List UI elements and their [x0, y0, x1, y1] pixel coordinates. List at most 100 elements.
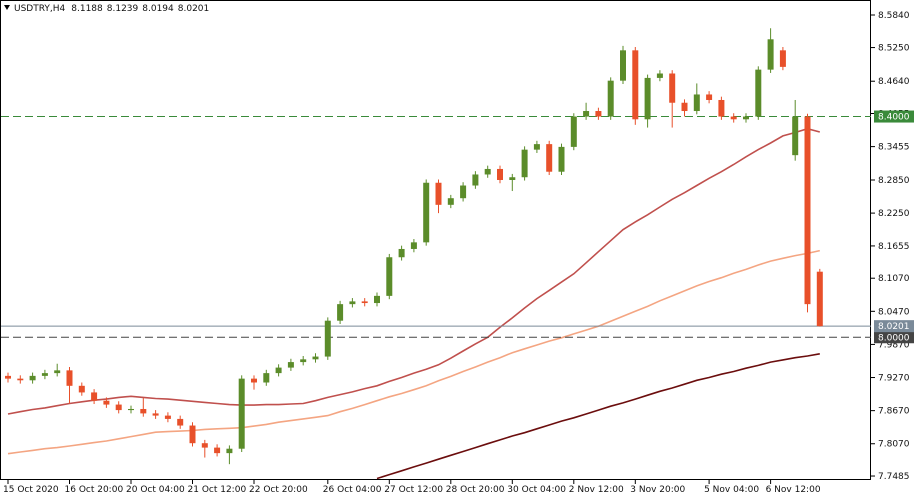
y-tick-label: 8.0470 — [878, 307, 910, 317]
candle-body — [484, 168, 491, 175]
candle-body — [398, 248, 405, 258]
candle-body — [238, 378, 245, 449]
candle-body — [189, 425, 196, 444]
candle-body — [779, 50, 786, 67]
candle-body — [706, 94, 713, 100]
candle-body — [66, 370, 73, 386]
candle-body — [669, 73, 676, 103]
candle-body — [804, 116, 811, 305]
high: 8.1239 — [107, 4, 139, 14]
y-tick-label: 8.3455 — [878, 143, 910, 153]
header: USDTRY,H4 8.1188 8.1239 8.0194 8.0201 — [14, 4, 209, 14]
candle-body — [374, 295, 380, 304]
candle-body — [337, 304, 344, 321]
candle-body — [472, 174, 479, 186]
candle-body — [533, 144, 540, 150]
price-label: 8.0201 — [878, 322, 910, 332]
candle-body — [361, 301, 368, 304]
y-tick-label: 8.5840 — [878, 11, 910, 21]
candle-body — [521, 149, 528, 178]
x-tick-label: 26 Oct 04:00 — [323, 485, 382, 495]
y-tick-label: 8.1655 — [878, 242, 910, 252]
candle-body — [595, 111, 602, 117]
candle-body — [792, 116, 799, 156]
y-tick-label: 7.8070 — [878, 440, 910, 450]
y-tick-label: 7.9270 — [878, 374, 910, 384]
x-tick-label: 6 Nov 12:00 — [766, 485, 821, 495]
x-tick-label: 20 Oct 04:00 — [126, 485, 185, 495]
x-tick-label: 5 Nov 04:00 — [704, 485, 759, 495]
candle-body — [570, 116, 577, 147]
candle-body — [693, 94, 700, 112]
x-tick-label: 2 Nov 12:00 — [569, 485, 624, 495]
candle-body — [730, 116, 737, 120]
close: 8.0201 — [178, 4, 210, 14]
candle-body — [620, 50, 626, 81]
level-tag — [874, 331, 914, 344]
x-tick-label: 28 Oct 20:00 — [446, 485, 505, 495]
candle-body — [263, 373, 270, 383]
candle-body — [497, 168, 503, 180]
candle-body — [386, 257, 393, 296]
candle-body — [435, 182, 442, 205]
level-label: 8.0000 — [878, 333, 910, 343]
candle-body — [816, 271, 823, 327]
candle-body — [583, 111, 590, 117]
candle-body — [103, 400, 110, 405]
y-tick-label: 8.1070 — [878, 274, 910, 284]
candle-body — [509, 177, 516, 180]
candle-body — [755, 69, 762, 117]
candle-body — [54, 370, 61, 374]
candle-body — [447, 198, 454, 205]
x-tick-label: 21 Oct 12:00 — [188, 485, 247, 495]
candle-body — [460, 185, 467, 199]
candle-body — [214, 447, 221, 454]
candle-body — [718, 99, 725, 117]
candle-body — [78, 385, 85, 393]
candle-body — [201, 443, 208, 448]
x-tick-label: 16 Oct 20:00 — [65, 485, 124, 495]
candle-body — [300, 359, 307, 363]
candle-body — [152, 413, 159, 416]
candle-body — [128, 408, 134, 411]
candle-body — [226, 448, 233, 454]
moving-average — [7, 249, 820, 455]
moving-average — [7, 127, 821, 415]
candle-body — [410, 242, 417, 249]
symbol: USDTRY,H4 — [14, 4, 66, 14]
candle-body — [767, 39, 774, 70]
candle-body — [607, 80, 614, 117]
y-tick-label: 8.2250 — [878, 209, 910, 219]
level-label: 8.4000 — [878, 113, 910, 123]
candle-body — [743, 116, 749, 120]
candle-body — [17, 378, 24, 381]
candle-body — [349, 301, 356, 305]
candle-body — [546, 144, 553, 172]
low: 8.0194 — [142, 4, 174, 14]
candle-body — [681, 102, 688, 112]
level-tag — [874, 110, 914, 123]
x-tick-label: 30 Oct 04:00 — [507, 485, 566, 495]
price-tag — [874, 320, 914, 333]
candle-body — [251, 378, 257, 383]
x-tick-label: 3 Nov 20:00 — [630, 485, 685, 495]
candle-body — [115, 404, 122, 411]
y-tick-label: 8.4640 — [878, 77, 910, 87]
y-tick-label: 8.2850 — [878, 176, 910, 186]
x-tick-label: 22 Oct 20:00 — [249, 485, 308, 495]
y-tick-label: 7.8670 — [878, 407, 910, 417]
candle-body — [656, 73, 663, 78]
open: 8.1188 — [71, 4, 103, 14]
menu-arrow[interactable] — [4, 5, 10, 10]
candle-body — [275, 367, 282, 374]
y-tick-label: 8.5250 — [878, 44, 910, 54]
plot-frame — [0, 0, 871, 480]
candle-body — [558, 146, 565, 172]
candle-body — [324, 320, 331, 357]
candle-body — [287, 362, 294, 368]
y-tick-label: 7.9870 — [878, 340, 910, 350]
candle-body — [312, 356, 319, 360]
y-tick-label: 7.7485 — [878, 472, 910, 482]
candle-body — [91, 392, 98, 401]
